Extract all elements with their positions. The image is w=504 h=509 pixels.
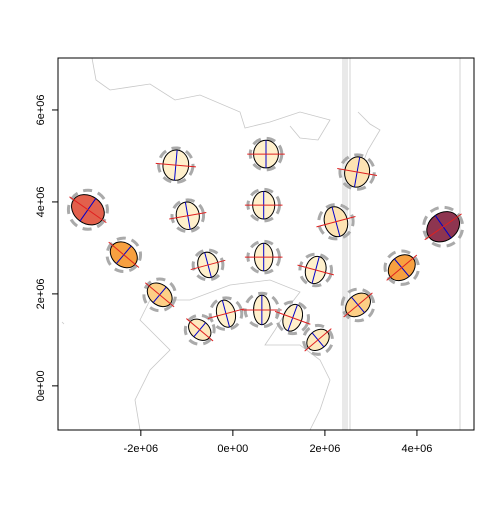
major-axis [169,211,207,220]
indicatrix [244,239,283,275]
indicatrix [105,236,143,274]
indicatrix [169,198,207,234]
indicatrix [242,291,282,329]
major-axis [108,241,140,268]
indicatrix [183,313,216,346]
indicatrix [316,203,356,241]
indicatrix [247,136,285,172]
indicatrix [337,153,378,191]
indicatrix [244,187,283,223]
major-axis [343,292,373,318]
x-tick-label: -2e+06 [124,443,159,455]
indicatrix [274,300,311,336]
major-axis [186,318,214,342]
indicatrix [383,249,420,286]
y-tick-label: 6e+06 [35,95,47,126]
major-axis [337,168,378,177]
marks [66,136,465,356]
indicatrix [207,296,245,331]
indicatrix [66,188,109,231]
y-tick-label: 0e+00 [35,370,47,401]
plot-frame [57,57,475,431]
major-axis [155,162,196,168]
indicatrix [422,205,465,248]
indicatrix [190,248,226,282]
major-axis [386,254,418,281]
major-axis [190,259,226,271]
indicatrix [142,277,178,313]
x-tick-label: 0e+00 [217,443,248,455]
major-axis [144,282,175,308]
major-axis [316,215,356,228]
indicatrix [155,146,196,184]
major-axis [304,328,332,352]
major-axis [297,264,334,276]
x-tick-label: 2e+06 [309,443,340,455]
y-tick-label: 2e+06 [35,278,47,309]
major-axis [274,310,311,325]
major-axis [424,213,462,241]
indicatrix [340,287,376,323]
x-tick-label: 4e+06 [401,443,432,455]
major-axis [207,308,245,320]
indicatrix [297,252,334,288]
map-lines [61,57,461,431]
major-axis [69,196,107,224]
y-tick-label: 4e+06 [35,186,47,217]
indicatrix [302,323,334,356]
